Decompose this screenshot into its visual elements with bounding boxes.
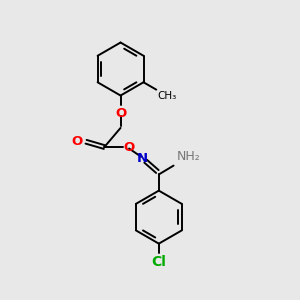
Text: NH₂: NH₂ xyxy=(176,150,200,163)
Text: N: N xyxy=(137,152,148,165)
Text: O: O xyxy=(123,141,134,154)
Text: Cl: Cl xyxy=(152,255,166,269)
Text: O: O xyxy=(71,135,82,148)
Text: CH₃: CH₃ xyxy=(158,91,177,101)
Text: O: O xyxy=(115,107,126,120)
